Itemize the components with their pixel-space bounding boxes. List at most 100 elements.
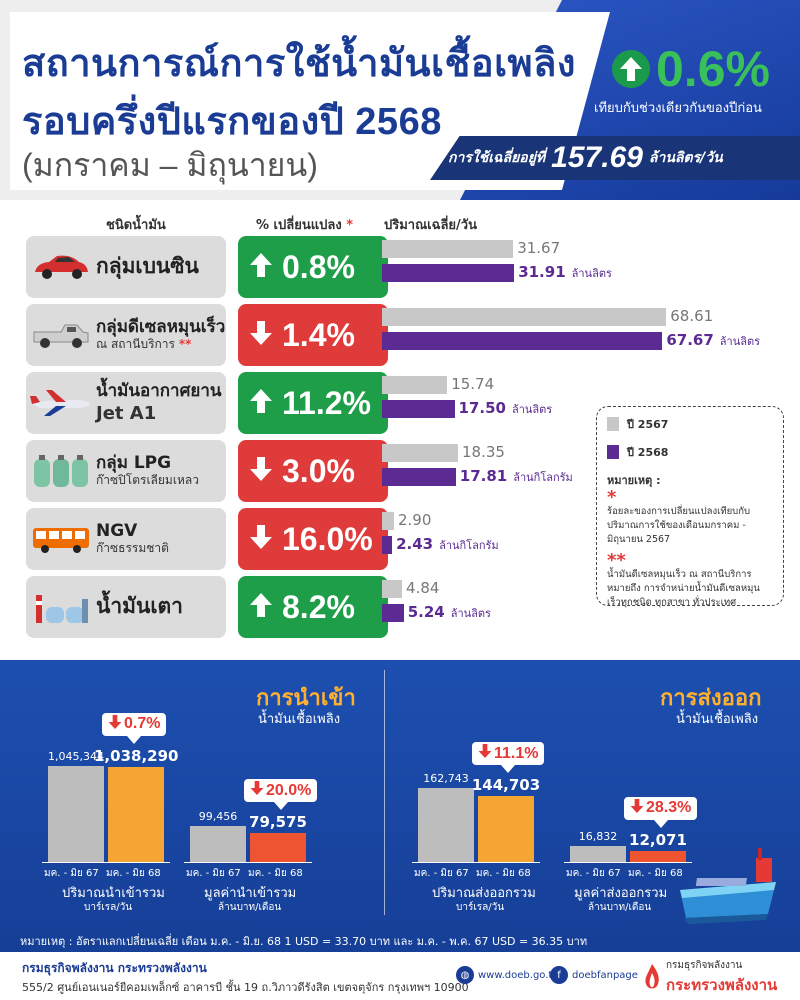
export-volume-baseline <box>412 862 540 863</box>
column-header-avg: ปริมาณเฉลี่ย/วัน <box>384 218 477 233</box>
note-star-2: ** <box>607 550 626 572</box>
legend-item-2568: ปี 2568 <box>607 443 773 461</box>
fuel-name: น้ำมันอากาศยาน <box>96 381 222 402</box>
legend-item-2567: ปี 2567 <box>607 415 773 433</box>
bar-unit: ล้านลิตร <box>511 403 553 416</box>
import-volume-bar-curr <box>108 766 164 862</box>
import-volume-group-label: ปริมาณนำเข้ารวม <box>62 886 165 901</box>
fuel-star: ** <box>178 337 192 352</box>
column-header-pct: % เปลี่ยนแปลง * <box>256 214 353 235</box>
bar-2568 <box>382 604 404 622</box>
export-value-baseline <box>564 862 692 863</box>
fuel-bars: 18.35 17.81 ล้านกิโลกรัม <box>382 440 782 502</box>
import-title: การนำเข้า <box>256 686 356 711</box>
column-header-fuel: ชนิดน้ำมัน <box>106 218 166 233</box>
export-value-change-callout: 28.3% <box>624 796 698 828</box>
pct-change-box: 1.4% <box>238 304 388 366</box>
website-link[interactable]: ◍ www.doeb.go.th <box>456 966 559 984</box>
overall-change: 0.6% <box>612 40 770 98</box>
bar-2567-label: 2.90 <box>398 511 432 529</box>
ministry-logo: กรมธุรกิจพลังงาน กระทรวงพลังงาน <box>642 958 777 997</box>
fuel-bars: 4.84 5.24 ล้านลิตร <box>382 576 782 638</box>
export-value-period-prev: มค. - มิย 67 <box>566 868 621 879</box>
pct-change-value: 3.0% <box>282 452 355 489</box>
bar-2568 <box>382 468 456 486</box>
import-value-change-callout: 20.0% <box>244 779 318 811</box>
bus-icon <box>26 508 96 570</box>
export-volume-change-value: 11.1% <box>494 744 539 762</box>
legend-box: ปี 2567 ปี 2568 หมายเหตุ : * ร้อยละของกา… <box>596 406 784 608</box>
column-header-pct-star: * <box>346 218 354 233</box>
note-2: น้ำมันดีเซลหมุนเร็ว ณ สถานีบริการ หมายถึ… <box>607 569 760 608</box>
pct-change-value: 11.2% <box>282 384 371 421</box>
export-volume-period-curr: มค. - มิย 68 <box>476 868 531 879</box>
import-value-change-value: 20.0% <box>266 781 312 799</box>
down-arrow-icon <box>250 321 272 349</box>
footer-address: 555/2 ศูนย์เอนเนอร์ยีคอมเพล็กซ์ อาคารบี … <box>22 981 469 994</box>
fuel-bars: 2.90 2.43 ล้านกิโลกรัม <box>382 508 782 570</box>
import-value-period-prev: มค. - มิย 67 <box>186 868 241 879</box>
import-volume-baseline <box>42 862 170 863</box>
bar-2567 <box>382 308 667 326</box>
export-value-group-label: มูลค่าส่งออกรวม <box>574 886 668 901</box>
fuel-subname: ก๊าซธรรมชาติ <box>96 541 169 556</box>
fuel-subname: ณ สถานีบริการ ** <box>96 337 192 352</box>
bar-2568 <box>382 400 455 418</box>
bar-2568 <box>382 264 515 282</box>
pickup-truck-icon <box>26 304 96 366</box>
overall-change-value: 0.6% <box>656 41 770 97</box>
bar-2568 <box>382 536 393 554</box>
export-value-change-value: 28.3% <box>646 799 692 817</box>
period-subtitle: (มกราคม – มิถุนายน) <box>22 147 318 183</box>
bar-2568-label: 17.50 ล้านลิตร <box>458 399 553 417</box>
export-value-period-curr: มค. - มิย 68 <box>628 868 683 879</box>
pct-change-value: 8.2% <box>282 588 355 625</box>
note-title: หมายเหตุ : <box>607 474 661 487</box>
car-icon <box>26 236 96 298</box>
export-volume-prev-value: 162,743 <box>423 772 469 785</box>
fuel-name-card: กลุ่ม LPG ก๊าซปิโตรเลียมเหลว <box>26 440 226 502</box>
tanker-ship-icon <box>680 848 776 924</box>
bar-2567-label: 31.67 <box>517 239 561 257</box>
logo-line-1: กรมธุรกิจพลังงาน <box>666 960 743 971</box>
down-arrow-icon <box>250 525 272 553</box>
note-1: ร้อยละของการเปลี่ยนแปลงเทียบกับปริมาณการ… <box>607 506 750 545</box>
facebook-link[interactable]: f doebfanpage <box>550 966 638 984</box>
fuel-name-card: กลุ่มเบนซิน <box>26 236 226 298</box>
note-star-1: * <box>607 487 617 508</box>
fuel-name: NGV <box>96 521 138 541</box>
bar-unit: ล้านลิตร <box>450 607 491 620</box>
export-volume-period-prev: มค. - มิย 67 <box>414 868 469 879</box>
import-volume-curr-value: 1,038,290 <box>94 746 179 765</box>
facebook-link-text: doebfanpage <box>572 969 638 981</box>
import-value-group-label: มูลค่านำเข้ารวม <box>204 886 297 901</box>
globe-icon: ◍ <box>456 966 474 984</box>
fuel-name: กลุ่มดีเซลหมุนเร็ว <box>96 317 226 337</box>
fuel-name-card: น้ำมันเตา <box>26 576 226 638</box>
export-title: การส่งออก <box>660 686 762 711</box>
import-value-curr-value: 79,575 <box>249 813 307 832</box>
export-volume-group-label: ปริมาณส่งออกรวม <box>432 886 536 901</box>
pct-change-box: 16.0% <box>238 508 388 570</box>
bar-2567-label: 15.74 <box>451 375 495 393</box>
down-arrow-icon <box>250 457 272 485</box>
bar-unit: ล้านลิตร <box>719 335 761 348</box>
pct-change-box: 0.8% <box>238 236 388 298</box>
import-volume-prev-value: 1,045,344 <box>48 750 104 763</box>
down-arrow-icon <box>478 744 492 763</box>
import-value-bar-prev <box>190 826 246 862</box>
import-subtitle: น้ำมันเชื้อเพลิง <box>258 712 341 727</box>
export-volume-change-callout: 11.1% <box>472 742 545 774</box>
average-value: 157.69 <box>551 141 643 174</box>
flame-logo-icon <box>645 963 659 988</box>
factory-icon <box>26 576 96 638</box>
compare-note: เทียบกับช่วงเดียวกันของปีก่อน <box>594 101 762 116</box>
fuel-name: น้ำมันเตา <box>96 594 183 619</box>
import-volume-bar-prev <box>48 766 104 862</box>
export-volume-bar-prev <box>418 788 474 862</box>
fuel-bars: 15.74 17.50 ล้านลิตร <box>382 372 782 434</box>
down-arrow-icon <box>630 798 644 818</box>
page-title: สถานการณ์การใช้น้ำมันเชื้อเพลิง <box>22 43 576 85</box>
export-value-bar-curr <box>630 850 686 862</box>
export-volume-bar-curr <box>478 796 534 862</box>
